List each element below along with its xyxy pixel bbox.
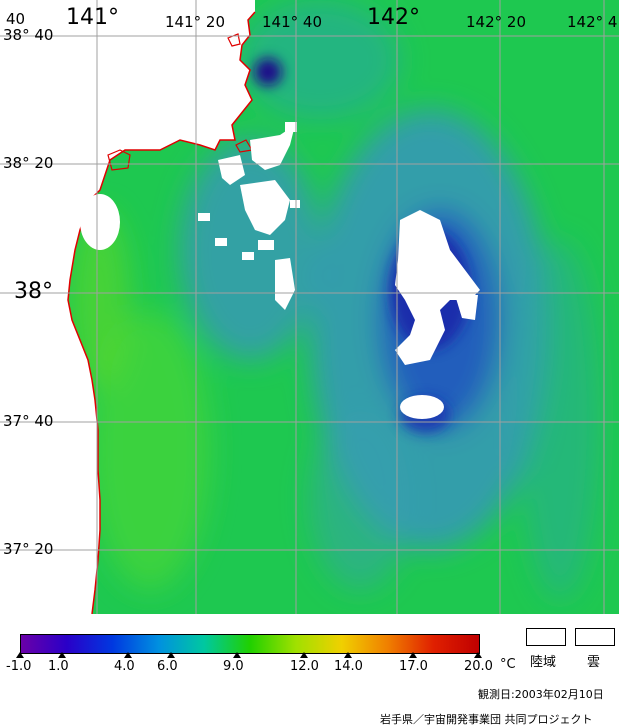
sea-temperature-map [0,0,619,614]
colorbar-tick-marker [409,652,417,658]
colorbar-tick-marker [344,652,352,658]
colorbar-tick-label: 6.0 [157,659,178,674]
colorbar-unit: °C [500,657,516,672]
corner-label: 40 [6,10,26,28]
colorbar-tick-label: 17.0 [399,659,428,674]
colorbar-tick-marker [58,652,66,658]
longitude-label-141-40: 141° 40 [262,13,322,31]
cloud-legend-swatch [575,628,615,646]
latitude-label-38-40: 38° 40 [3,26,54,44]
land-area [0,0,255,614]
land-legend-label: 陸域 [530,655,557,670]
latitude-label-37-20: 37° 20 [3,540,54,558]
colorbar-tick-label: 4.0 [114,659,135,674]
latitude-label-38-20: 38° 20 [3,154,54,172]
colorbar-tick-label: 9.0 [223,659,244,674]
land-legend-swatch [526,628,566,646]
temperature-colorbar [20,634,480,654]
colorbar-tick-marker [124,652,132,658]
longitude-label-141-20: 141° 20 [165,13,225,31]
colorbar-tick-marker [16,652,24,658]
colorbar-tick-label: -1.0 [6,659,32,674]
latitude-label-37-40: 37° 40 [3,412,54,430]
latitude-label-38: 38° [14,279,53,304]
credit-text: 岩手県／宇宙開発事業団 共同プロジェクト [380,713,593,726]
colorbar-tick-marker [474,652,482,658]
colorbar-tick-label: 12.0 [290,659,319,674]
longitude-label-142-40: 142° 4 [567,13,618,31]
inland-white-area [80,194,120,250]
colorbar-tick-label: 1.0 [48,659,69,674]
colorbar-tick-marker [167,652,175,658]
cloud-legend-label: 雲 [587,655,601,670]
observation-date: 観測日:2003年02月10日 [478,688,604,701]
longitude-label-142: 142° [367,5,420,30]
graticule [0,0,619,614]
cloud-areas [198,122,480,419]
longitude-label-142-20: 142° 20 [466,13,526,31]
colorbar-tick-marker [300,652,308,658]
colorbar-tick-label: 14.0 [334,659,363,674]
colorbar-tick-label: 20.0 [464,659,493,674]
colorbar-tick-marker [233,652,241,658]
longitude-label-141: 141° [66,5,119,30]
